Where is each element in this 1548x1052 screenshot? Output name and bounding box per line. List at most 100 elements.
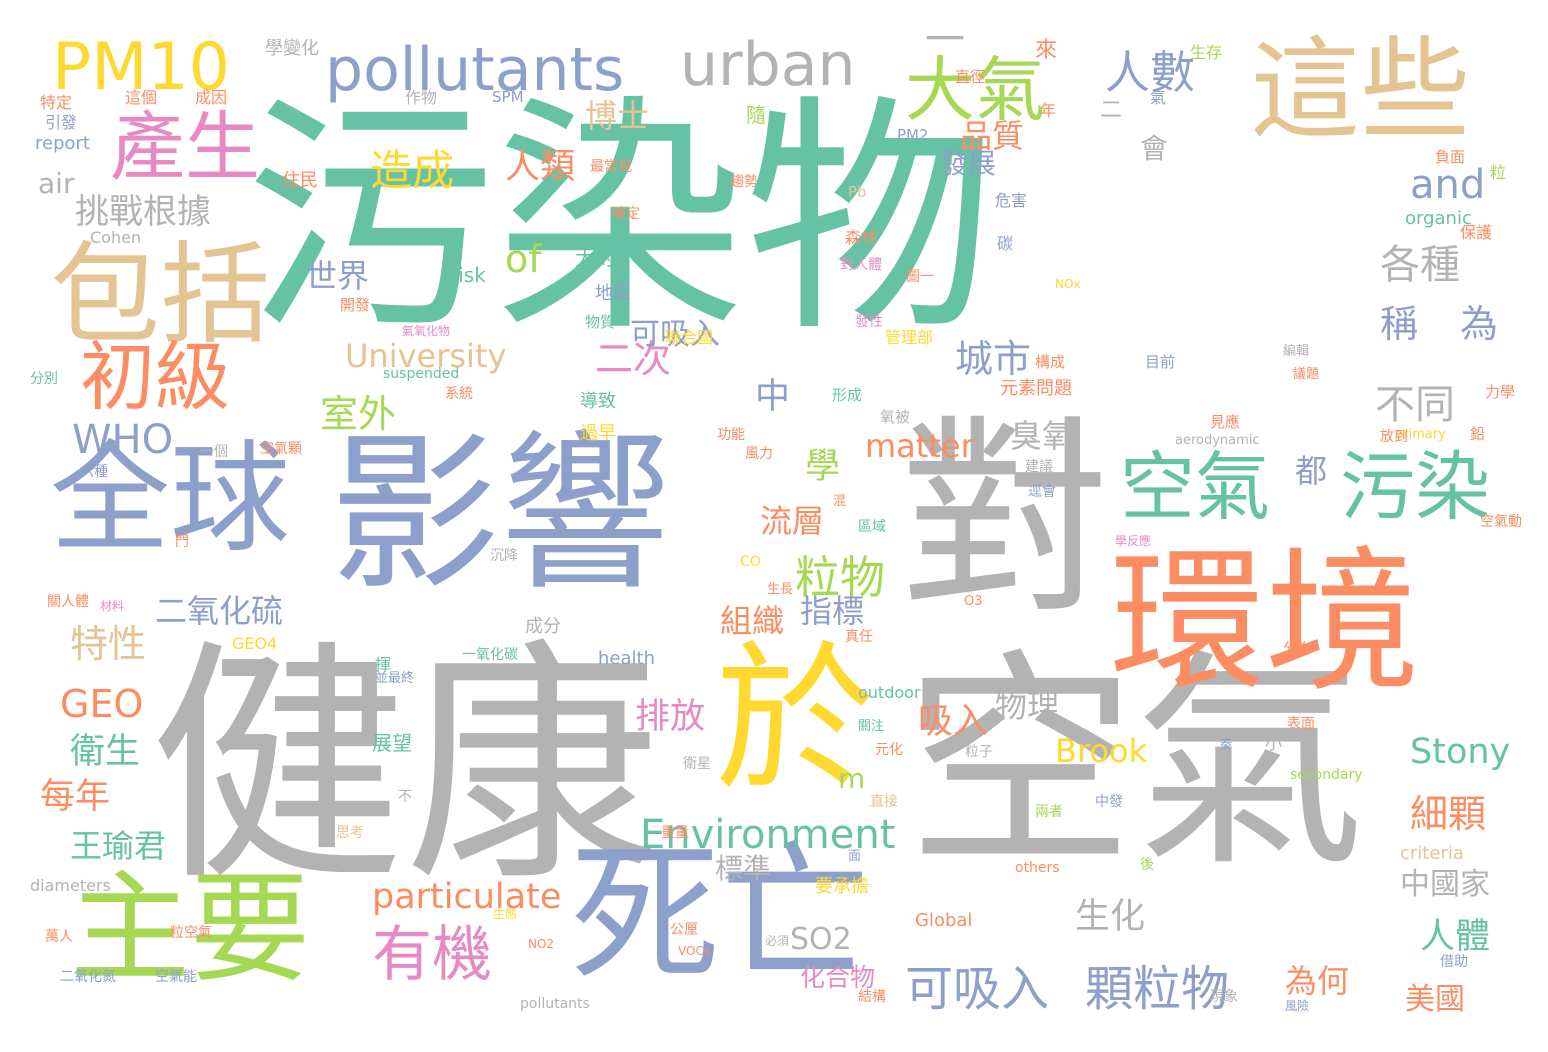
cloud-word: 成分 — [525, 616, 561, 637]
cloud-word: 於 — [715, 626, 876, 813]
cloud-word: 造成 — [370, 146, 455, 195]
cloud-word: 污染物 — [245, 74, 995, 365]
cloud-word: 王瑜君 — [70, 827, 167, 865]
cloud-word: 環境 — [1110, 532, 1420, 713]
cloud-word: 細顆 — [1410, 792, 1487, 836]
cloud-word: outdoor — [858, 683, 921, 702]
cloud-word: 標準 — [715, 852, 772, 885]
cloud-word: 流層 — [760, 502, 825, 540]
cloud-word: VOCs — [678, 944, 711, 958]
cloud-word: 放到 — [1380, 429, 1408, 445]
cloud-word: organic — [1405, 208, 1472, 229]
cloud-word: 圖一 — [906, 269, 934, 285]
cloud-word: criteria — [1400, 843, 1464, 864]
cloud-word: 議題 — [1293, 367, 1320, 382]
cloud-word: 一氧化碳 — [462, 647, 518, 663]
cloud-word: 指標 — [800, 592, 865, 630]
cloud-word: Stony — [1410, 732, 1511, 772]
cloud-word: 分為 — [1283, 641, 1311, 657]
cloud-word: 生存 — [1190, 43, 1223, 62]
cloud-word: 各種 — [1380, 242, 1460, 288]
cloud-word: 不 — [398, 789, 412, 805]
cloud-word: 生長 — [767, 582, 794, 597]
cloud-word: 二 — [1100, 98, 1123, 123]
cloud-word: 特性 — [70, 622, 147, 666]
cloud-word: 來 — [1035, 38, 1058, 63]
cloud-word: 組織 — [720, 602, 785, 640]
cloud-word: matter — [865, 427, 974, 465]
cloud-word: 元素問題 — [1000, 378, 1072, 399]
cloud-word: 過早 — [580, 423, 616, 444]
cloud-word: 空氣顆 — [260, 441, 302, 457]
cloud-word: 公厘 — [670, 922, 698, 938]
cloud-word: 六種 — [80, 464, 108, 480]
cloud-word: 風力 — [745, 446, 773, 462]
cloud-word: 二氧化氮 — [60, 969, 116, 985]
cloud-word: 功能 — [717, 427, 745, 443]
cloud-word: University — [345, 337, 507, 375]
cloud-word: 保護 — [1460, 223, 1493, 242]
cloud-word: pollutants — [325, 35, 625, 105]
cloud-word: 混 — [833, 494, 847, 509]
cloud-word: 分別 — [30, 371, 58, 387]
cloud-word: 全球 — [50, 430, 290, 569]
cloud-word: 力學 — [1485, 383, 1516, 401]
cloud-word: 粒空氣 — [170, 925, 212, 941]
cloud-word: 後 — [1140, 857, 1154, 873]
cloud-word: 管理部 — [885, 328, 934, 347]
cloud-word: 挑戰根據 — [75, 192, 211, 232]
cloud-word: 成因 — [195, 88, 228, 107]
cloud-word: 材料 — [100, 599, 125, 613]
cloud-word: m — [838, 762, 866, 795]
cloud-word: 粒物 — [795, 551, 886, 604]
cloud-word: 表面 — [1287, 716, 1315, 732]
cloud-word: 粒 — [1490, 163, 1507, 182]
cloud-word: 引發 — [45, 113, 78, 132]
cloud-word: PM2 — [897, 126, 929, 144]
cloud-word: 中國家 — [1400, 867, 1490, 902]
cloud-word: 室外 — [320, 392, 397, 436]
cloud-word: and — [1410, 162, 1486, 208]
cloud-word: 死亡 — [570, 828, 871, 1002]
cloud-word: 衛星 — [683, 756, 711, 772]
cloud-word: 空氣 — [1120, 443, 1271, 531]
cloud-word: SO2 — [790, 922, 852, 957]
cloud-word: 萬人 — [45, 929, 73, 945]
cloud-word: 編輯 — [1283, 344, 1310, 359]
cloud-word: 衛生 — [70, 732, 141, 772]
cloud-word: 危害 — [995, 191, 1028, 210]
cloud-word: 構成 — [1035, 353, 1066, 371]
cloud-word: 二次 — [595, 337, 672, 381]
cloud-word: 這個 — [125, 88, 158, 107]
cloud-word: 排放 — [635, 697, 706, 737]
cloud-word: 要承擔 — [815, 876, 869, 897]
cloud-word: report — [35, 133, 90, 154]
cloud-word: 化合物 — [800, 963, 876, 992]
cloud-word: 城市 — [955, 337, 1032, 381]
cloud-word: 一 — [925, 17, 965, 63]
cloud-word: 健康 — [150, 619, 661, 916]
cloud-word: 最常見 — [590, 159, 632, 175]
cloud-word: of — [505, 237, 542, 281]
cloud-word: diameters — [30, 876, 111, 895]
cloud-word: health — [598, 648, 655, 669]
cloud-word: 兩者 — [1035, 804, 1063, 820]
cloud-word: 人體 — [1420, 917, 1491, 957]
cloud-word: 並最終 — [375, 671, 415, 686]
cloud-word: 人數 — [1105, 46, 1196, 99]
cloud-word: 一個 — [200, 444, 228, 460]
cloud-word: 產生 — [110, 103, 261, 191]
cloud-word: 氣 — [1150, 88, 1167, 107]
cloud-word: aerodynamic — [1175, 433, 1260, 448]
cloud-word: suspended — [383, 366, 460, 382]
cloud-word: 二氧化硫 — [155, 592, 284, 630]
cloud-word: others — [1015, 860, 1060, 876]
cloud-word: GEO — [60, 682, 144, 726]
cloud-word: 臭氧 — [1010, 417, 1075, 455]
cloud-word: primary — [1395, 427, 1446, 442]
cloud-word: 人類 — [505, 147, 576, 187]
cloud-word: 中 — [755, 377, 791, 417]
cloud-word: 地區 — [595, 283, 631, 304]
cloud-word: 污染 — [1340, 443, 1491, 531]
cloud-word: Brook — [1055, 732, 1148, 770]
